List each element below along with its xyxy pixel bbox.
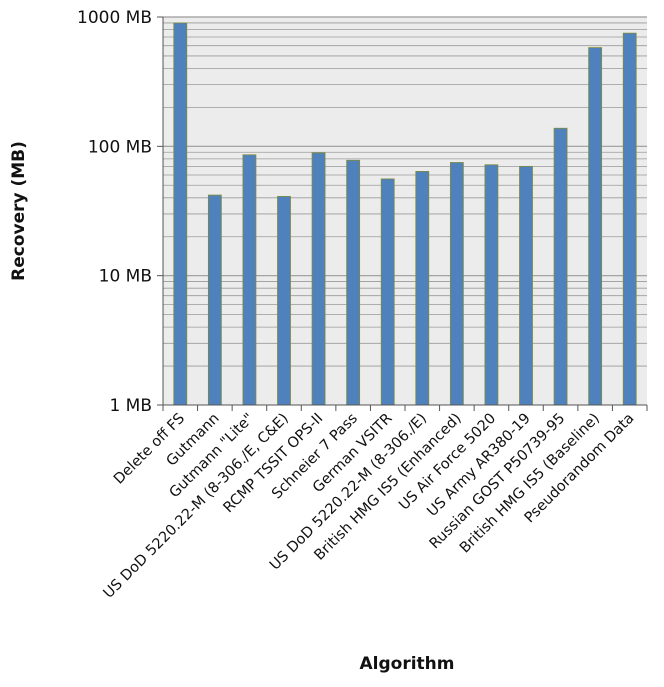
bar	[380, 178, 395, 406]
bar	[484, 164, 499, 406]
bar	[588, 47, 603, 406]
y-tick-label: 10 MB	[99, 267, 152, 287]
bar	[519, 165, 533, 406]
bar	[207, 194, 222, 406]
bar	[415, 171, 430, 406]
bar	[242, 154, 257, 406]
y-ticks: 1 MB 10 MB 100 MB 1000 MB	[77, 8, 163, 416]
bar	[311, 152, 326, 406]
y-tick-label: 1 MB	[109, 396, 152, 416]
bar	[173, 22, 188, 406]
y-tick-label: 100 MB	[88, 137, 152, 157]
bar	[622, 32, 637, 406]
y-axis-title: Recovery (MB)	[9, 141, 29, 281]
x-axis-title: Algorithm	[360, 654, 455, 674]
bar	[346, 159, 361, 406]
bar	[449, 162, 464, 406]
bar	[277, 196, 291, 406]
bar	[553, 127, 568, 406]
y-tick-label: 1000 MB	[77, 8, 152, 28]
plot-area	[163, 17, 647, 405]
